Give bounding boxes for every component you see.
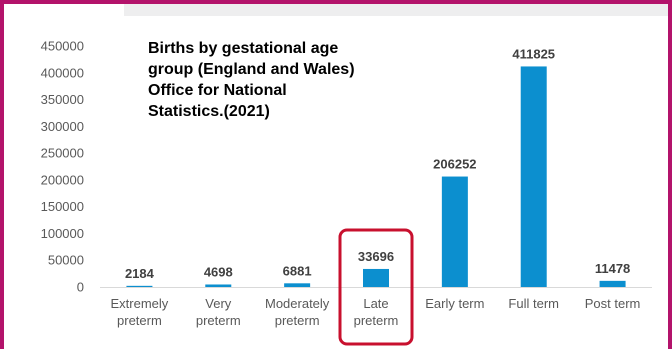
y-tick-label: 100000 [41, 226, 84, 241]
bar [441, 176, 468, 287]
y-tick-label: 250000 [41, 146, 84, 161]
chart-title-line: group (England and Wales) [148, 61, 355, 78]
chart-title-line: Statistics.(2021) [148, 103, 270, 120]
y-tick-label: 50000 [48, 253, 84, 268]
data-label: 206252 [433, 157, 476, 172]
x-tick-label: Very preterm [196, 296, 241, 328]
data-label: 33696 [358, 249, 394, 264]
data-label: 2184 [125, 266, 155, 281]
x-tick-label: Early term [425, 296, 484, 311]
data-label: 6881 [283, 263, 312, 278]
x-tick-label: Late preterm [354, 296, 399, 328]
y-tick-label: 0 [77, 280, 84, 295]
chart-title: Births by gestational age group (England… [148, 38, 438, 122]
x-tick-label: Full term [508, 296, 559, 311]
bar [284, 283, 311, 287]
data-labels: 2184 4698 6881 33696 206252 411825 11478 [125, 46, 630, 280]
bar [205, 284, 232, 287]
chart-title-line: Births by gestational age [148, 40, 339, 57]
highlight-box [338, 228, 414, 346]
x-axis-labels: Extremely preterm Very preterm Moderately pre… [111, 296, 641, 328]
chart-title-line: Office for National [148, 82, 287, 99]
bar [599, 280, 626, 287]
y-tick-label: 450000 [41, 39, 84, 54]
top-strip [124, 0, 672, 16]
bar [363, 268, 389, 287]
y-tick-label: 400000 [41, 65, 84, 80]
data-label: 4698 [204, 264, 233, 279]
y-tick-label: 200000 [41, 172, 84, 187]
x-tick-label: Moderately preterm [265, 296, 330, 328]
x-tick-label: Post term [585, 296, 641, 311]
y-axis-ticks: 0 50000 100000 150000 200000 250000 300000 3500… [41, 39, 84, 295]
bar [126, 285, 153, 287]
data-label: 411825 [512, 46, 555, 61]
x-tick-label: Extremely preterm [111, 296, 169, 328]
y-tick-label: 350000 [41, 92, 84, 107]
bar [520, 66, 547, 288]
y-tick-label: 150000 [41, 199, 84, 214]
bars [126, 66, 626, 288]
data-label: 11478 [595, 261, 630, 276]
y-tick-label: 300000 [41, 119, 84, 134]
